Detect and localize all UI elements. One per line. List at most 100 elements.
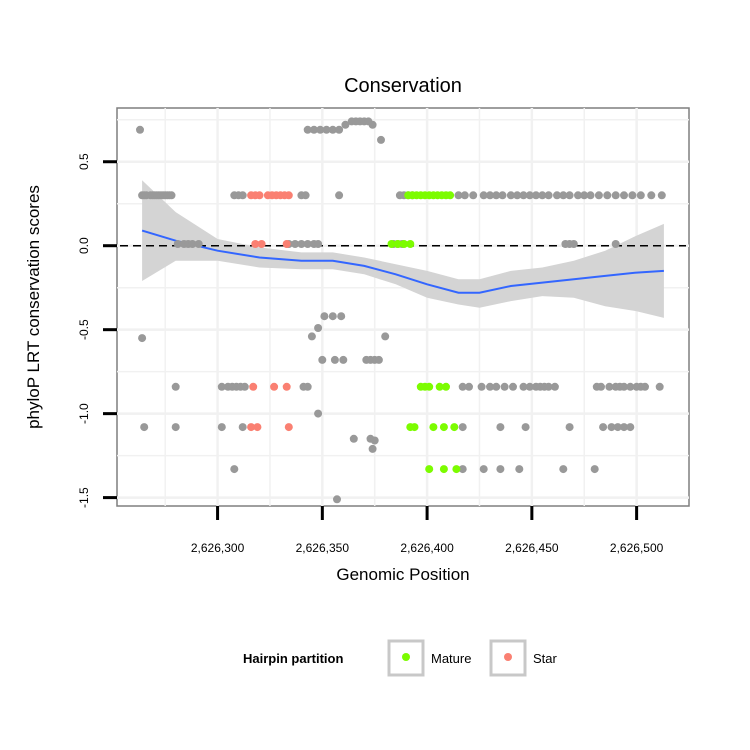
point-other — [349, 434, 358, 443]
point-other — [506, 191, 515, 200]
point-mature — [435, 382, 444, 391]
point-other — [479, 465, 488, 474]
point-other — [465, 382, 473, 391]
point-other — [217, 382, 226, 391]
point-other — [492, 191, 501, 200]
point-other — [479, 191, 488, 200]
point-other — [303, 240, 312, 248]
point-other — [559, 465, 568, 474]
point-other — [330, 355, 339, 364]
point-other — [586, 191, 595, 200]
point-other — [307, 332, 316, 341]
point-other — [492, 382, 501, 391]
chart-title: Conservation — [344, 75, 462, 97]
point-star — [284, 423, 293, 432]
point-other — [532, 191, 540, 200]
point-other — [620, 191, 628, 200]
point-star — [249, 382, 258, 391]
point-star — [284, 191, 293, 200]
point-other — [217, 423, 226, 432]
y-tick-label: -1.0 — [77, 403, 91, 424]
point-other — [188, 240, 197, 248]
point-other — [335, 125, 344, 134]
point-other — [303, 382, 312, 391]
point-other — [500, 382, 509, 391]
point-other — [498, 191, 507, 200]
point-other — [620, 423, 628, 432]
point-other — [171, 382, 180, 391]
point-other — [509, 382, 517, 391]
point-other — [525, 382, 534, 391]
point-other — [636, 191, 645, 200]
smooth-line-layer — [141, 229, 664, 294]
point-other — [605, 382, 614, 391]
point-other — [167, 191, 176, 200]
point-other — [496, 465, 505, 474]
point-other — [460, 191, 469, 200]
legend: Hairpin partition Mature Star — [243, 639, 558, 677]
point-other — [611, 191, 620, 200]
point-other — [553, 191, 561, 200]
point-star — [257, 240, 266, 248]
point-other — [138, 334, 147, 343]
x-tick-label: 2,626,350 — [296, 541, 350, 555]
point-other — [613, 423, 622, 432]
data-points — [136, 117, 666, 504]
point-other — [626, 423, 635, 432]
point-star — [282, 382, 291, 391]
point-other — [594, 191, 603, 200]
x-axis-ticks: 2,626,300 2,626,350 2,626,400 2,626,450 2,62… — [191, 506, 664, 555]
point-other — [519, 382, 528, 391]
point-other — [368, 120, 377, 129]
point-other — [301, 191, 310, 200]
point-other — [374, 355, 383, 364]
point-mature — [393, 240, 402, 248]
point-other — [337, 312, 346, 321]
point-star — [270, 382, 279, 391]
x-tick-label: 2,626,450 — [505, 541, 559, 555]
point-other — [328, 312, 337, 321]
point-other — [513, 191, 522, 200]
point-other — [525, 191, 534, 200]
point-other — [314, 324, 323, 332]
point-other — [136, 125, 144, 134]
point-mature — [410, 423, 419, 432]
point-other — [140, 423, 149, 432]
point-other — [628, 191, 637, 200]
point-mature — [439, 423, 448, 432]
point-star — [255, 191, 264, 200]
point-mature — [442, 382, 450, 391]
y-tick-label: -1.5 — [77, 487, 91, 508]
point-other — [291, 240, 300, 248]
point-mature — [400, 240, 408, 248]
point-mature — [425, 382, 434, 391]
point-mature — [425, 465, 434, 474]
point-other — [647, 191, 656, 200]
point-other — [569, 240, 578, 248]
legend-title: Hairpin partition — [243, 651, 343, 666]
loess-smooth-line — [141, 229, 664, 294]
x-tick-label: 2,626,300 — [191, 541, 245, 555]
point-other — [469, 191, 478, 200]
point-other — [550, 382, 559, 391]
plot-panel — [116, 107, 690, 507]
point-other — [574, 191, 582, 200]
point-other — [318, 355, 327, 364]
point-other — [368, 444, 377, 453]
point-other — [641, 382, 649, 391]
point-other — [310, 125, 318, 134]
point-other — [335, 191, 344, 200]
point-star — [247, 423, 256, 432]
legend-label-mature: Mature — [431, 651, 471, 666]
point-other — [657, 191, 666, 200]
y-tick-label: -0.5 — [77, 319, 91, 340]
point-other — [316, 125, 325, 134]
point-other — [590, 465, 599, 474]
point-other — [458, 423, 467, 432]
point-other — [458, 465, 467, 474]
point-star — [251, 240, 260, 248]
point-star — [253, 423, 262, 432]
point-other — [370, 436, 379, 445]
point-other — [544, 382, 553, 391]
point-other — [230, 465, 239, 474]
